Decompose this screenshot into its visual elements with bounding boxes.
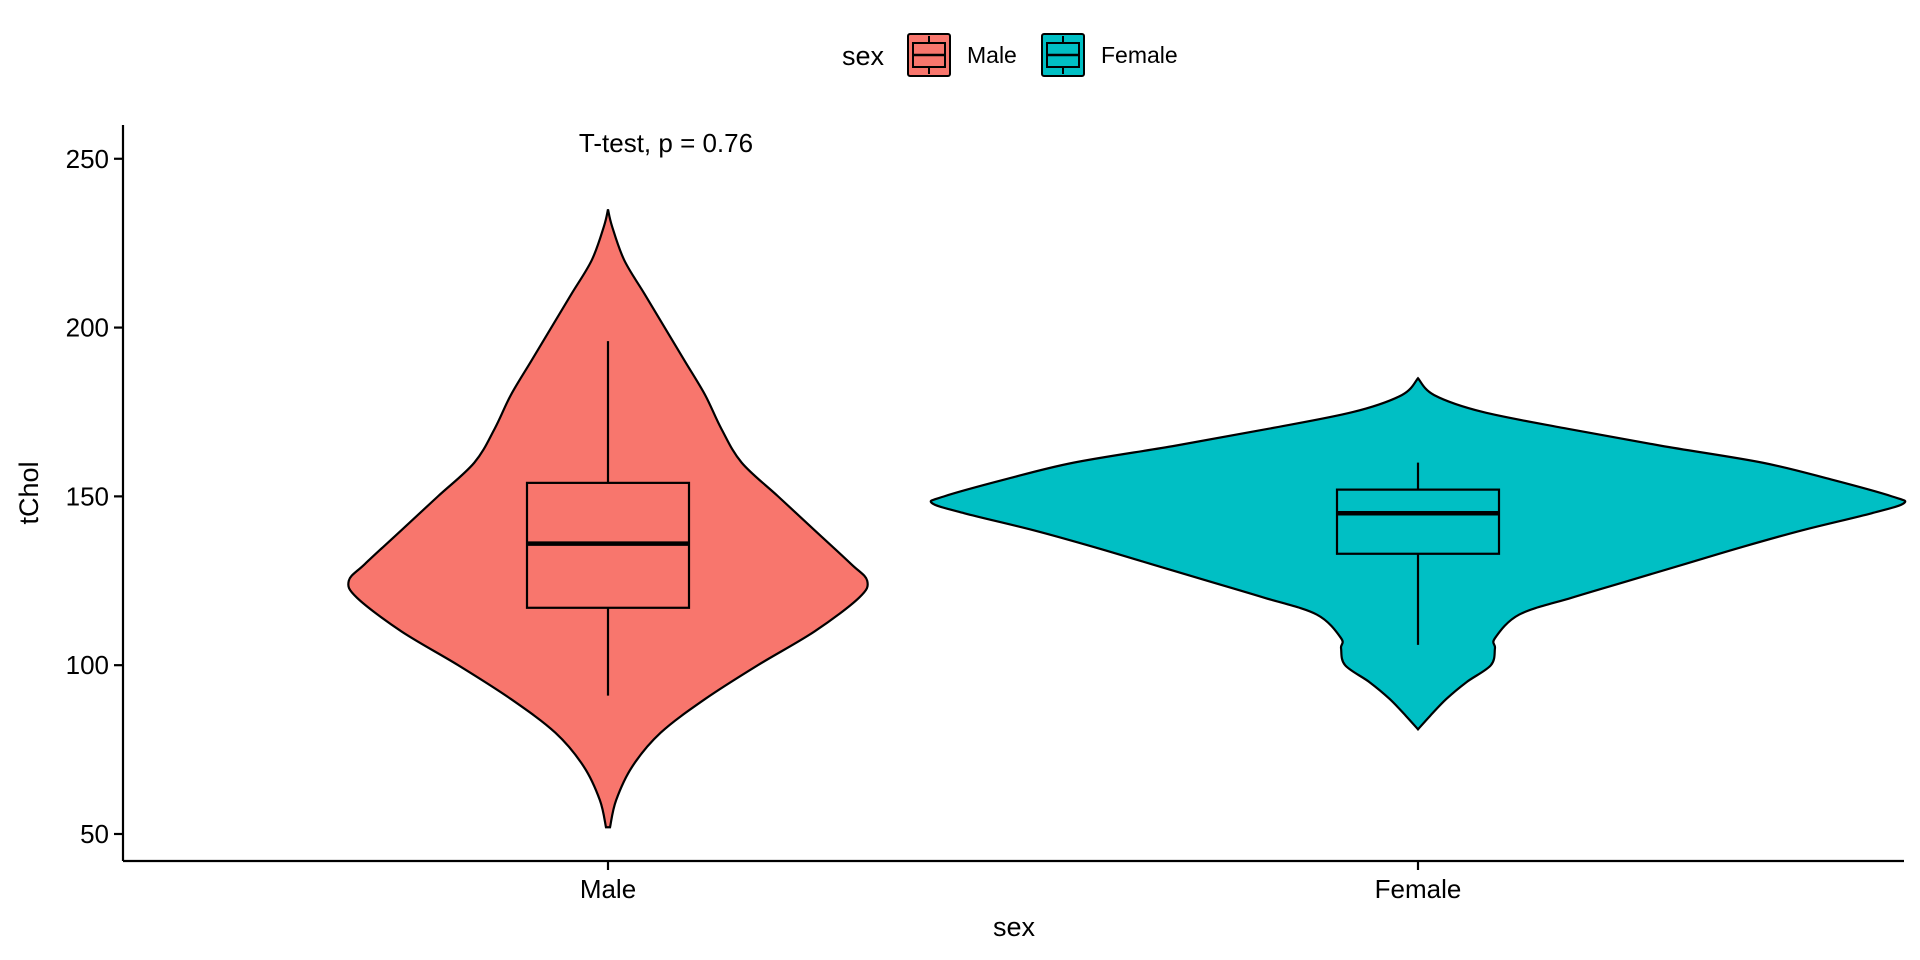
y-axis-title: tChol: [14, 461, 44, 524]
x-tick-label-male: Male: [580, 874, 636, 904]
iqr-box: [1337, 490, 1499, 554]
y-tick-label: 150: [66, 481, 109, 511]
y-tick-label: 100: [66, 650, 109, 680]
y-tick-label: 200: [66, 313, 109, 343]
x-axis-title: sex: [993, 912, 1036, 942]
legend-label: Male: [967, 42, 1017, 68]
x-axis: Male Female: [123, 861, 1904, 904]
t-test-annotation: T-test, p = 0.76: [579, 128, 753, 158]
legend-entry-male: Male: [908, 34, 1017, 76]
legend-entry-female: Female: [1042, 34, 1178, 76]
y-axis: 50 100 150 200 250: [66, 125, 123, 861]
legend-key: [908, 34, 950, 76]
y-tick-label: 250: [66, 144, 109, 174]
legend-key: [1042, 34, 1084, 76]
legend: sex Male Female: [842, 34, 1178, 76]
legend-label: Female: [1101, 42, 1178, 68]
x-tick-label-female: Female: [1375, 874, 1462, 904]
y-tick-label: 50: [80, 819, 109, 849]
legend-title: sex: [842, 41, 885, 71]
